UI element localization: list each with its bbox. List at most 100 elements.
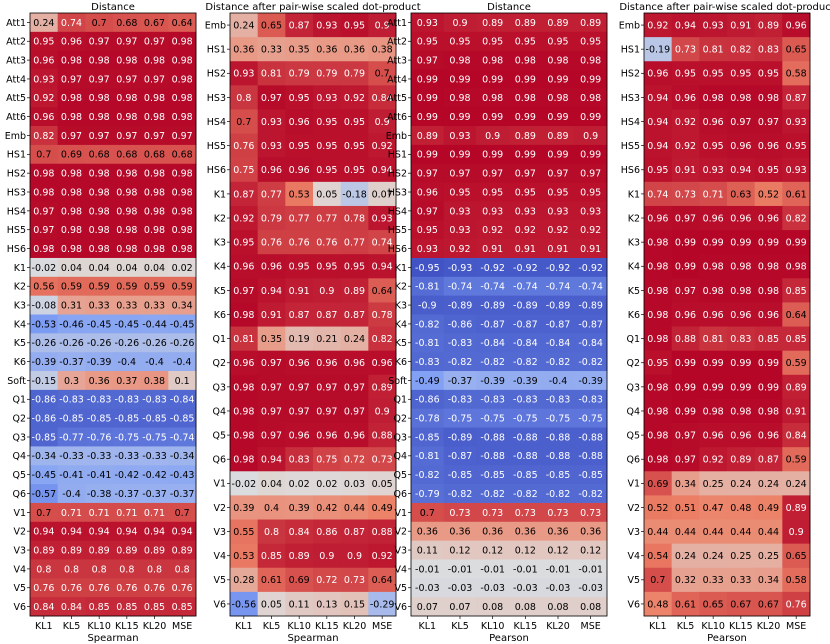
heatmap-cell bbox=[140, 371, 169, 391]
cell-value-label: 0.9 bbox=[319, 551, 334, 562]
cell-value-label: 0.98 bbox=[116, 187, 137, 198]
heatmap-cell bbox=[257, 254, 286, 279]
heatmap-cell bbox=[285, 519, 314, 545]
heatmap-cell bbox=[113, 201, 142, 221]
heatmap-cell bbox=[85, 352, 114, 372]
cell-value-label: 0.98 bbox=[89, 169, 110, 180]
heatmap-cell bbox=[340, 447, 369, 472]
cell-value-label: 0.94 bbox=[172, 527, 193, 538]
cell-value-label: 0.25 bbox=[730, 551, 751, 562]
y-tick-label: K2 bbox=[628, 213, 640, 224]
cell-value-label: 0.69 bbox=[647, 479, 668, 490]
cell-value-label: -0.88 bbox=[578, 432, 603, 443]
heatmap-cell bbox=[30, 521, 59, 542]
cell-value-label: 0.9 bbox=[375, 117, 390, 128]
cell-value-label: 0.47 bbox=[703, 503, 724, 514]
cell-value-label: 0.99 bbox=[515, 150, 536, 161]
cell-value-label: 0.51 bbox=[675, 503, 696, 514]
heatmap-cell bbox=[754, 374, 783, 400]
heatmap-cell bbox=[113, 465, 142, 485]
heatmap-cell bbox=[368, 471, 397, 496]
cell-value-label: 0.93 bbox=[417, 18, 438, 29]
cell-value-label: 0.98 bbox=[116, 225, 137, 236]
heatmap-cell bbox=[140, 484, 169, 504]
cell-value-label: -0.74 bbox=[170, 432, 195, 443]
y-tick-label: Q6 bbox=[626, 455, 640, 466]
heatmap-cell bbox=[340, 423, 369, 448]
cell-value-label: 0.96 bbox=[316, 358, 337, 369]
cell-value-label: 0.24 bbox=[344, 334, 365, 345]
cell-value-label: 0.71 bbox=[116, 508, 137, 519]
cell-value-label: -0.86 bbox=[32, 395, 57, 406]
heatmap-cell bbox=[30, 69, 59, 89]
cell-value-label: 0.59 bbox=[172, 282, 193, 293]
cell-value-label: -0.37 bbox=[59, 357, 84, 368]
heatmap-cell bbox=[574, 559, 608, 579]
heatmap-cell bbox=[443, 276, 477, 297]
heatmap-cell bbox=[168, 182, 197, 202]
cell-value-label: 0.97 bbox=[261, 406, 282, 417]
heatmap-cell bbox=[57, 521, 86, 542]
cell-value-label: -0.83 bbox=[115, 395, 140, 406]
heatmap-cell bbox=[30, 408, 59, 428]
cell-value-label: 0.98 bbox=[61, 93, 82, 104]
cell-value-label: 0.83 bbox=[758, 45, 779, 56]
cell-value-label: 0.96 bbox=[372, 358, 393, 369]
heatmap-cell bbox=[699, 61, 728, 86]
heatmap-cell bbox=[57, 389, 86, 410]
heatmap-cell bbox=[340, 398, 369, 424]
cell-value-label: 0.97 bbox=[675, 213, 696, 224]
heatmap-cell bbox=[727, 205, 756, 231]
cell-value-label: 0.67 bbox=[758, 599, 779, 610]
heatmap-cell bbox=[754, 447, 783, 472]
heatmap-cell bbox=[285, 423, 314, 448]
cell-value-label: 0.8 bbox=[264, 527, 279, 538]
heatmap-cell bbox=[168, 446, 197, 466]
heatmap-cell bbox=[509, 201, 543, 221]
x-tick-label: KL20 bbox=[343, 621, 367, 632]
heatmap-cell bbox=[443, 182, 477, 202]
heatmap-cell bbox=[699, 181, 728, 207]
heatmap-cell bbox=[57, 427, 86, 447]
heatmap-cell bbox=[509, 126, 543, 146]
heatmap-cell bbox=[113, 408, 142, 428]
y-tick-label: Q6 bbox=[12, 489, 26, 500]
cell-value-label: 0.97 bbox=[344, 406, 365, 417]
cell-value-label: 0.89 bbox=[482, 18, 503, 29]
x-tick-label: MSE bbox=[581, 621, 601, 632]
heatmap-cell bbox=[30, 371, 59, 391]
heatmap-cell bbox=[168, 333, 197, 353]
cell-value-label: 0.99 bbox=[758, 238, 779, 249]
heatmap-cell bbox=[168, 144, 197, 165]
heatmap-cell bbox=[476, 484, 510, 504]
heatmap-cell bbox=[285, 567, 314, 593]
heatmap-cell bbox=[644, 350, 673, 376]
cell-value-label: 0.94 bbox=[261, 286, 282, 297]
cell-value-label: 0.95 bbox=[289, 93, 310, 104]
heatmap-cell bbox=[754, 278, 783, 303]
cell-value-label: 0.71 bbox=[89, 508, 110, 519]
cell-value-label: -0.83 bbox=[578, 395, 603, 406]
y-tick-label: HS4 bbox=[7, 206, 26, 217]
cell-value-label: 0.94 bbox=[372, 165, 393, 176]
heatmap-cell bbox=[168, 239, 197, 259]
x-tick-label: MSE bbox=[172, 621, 192, 632]
cell-value-label: 0.21 bbox=[316, 334, 337, 345]
heatmap-cell bbox=[57, 69, 86, 89]
cell-value-label: 0.97 bbox=[261, 93, 282, 104]
cell-value-label: -0.89 bbox=[513, 300, 538, 311]
cell-value-label: 0.54 bbox=[647, 551, 668, 562]
y-tick-label: HS3 bbox=[621, 93, 640, 104]
heatmap-cell bbox=[313, 205, 342, 231]
y-tick-label: Q4 bbox=[212, 406, 226, 417]
cell-value-label: 0.87 bbox=[758, 455, 779, 466]
heatmap-cell bbox=[541, 239, 575, 259]
heatmap-cell bbox=[754, 326, 783, 352]
y-tick-label: K5 bbox=[214, 286, 226, 297]
heatmap-cell bbox=[754, 543, 783, 569]
cell-value-label: 0.98 bbox=[89, 56, 110, 67]
heatmap-cell bbox=[313, 61, 342, 86]
cell-value-label: 0.97 bbox=[116, 37, 137, 48]
cell-value-label: 0.34 bbox=[758, 575, 779, 586]
cell-value-label: 0.89 bbox=[172, 545, 193, 556]
